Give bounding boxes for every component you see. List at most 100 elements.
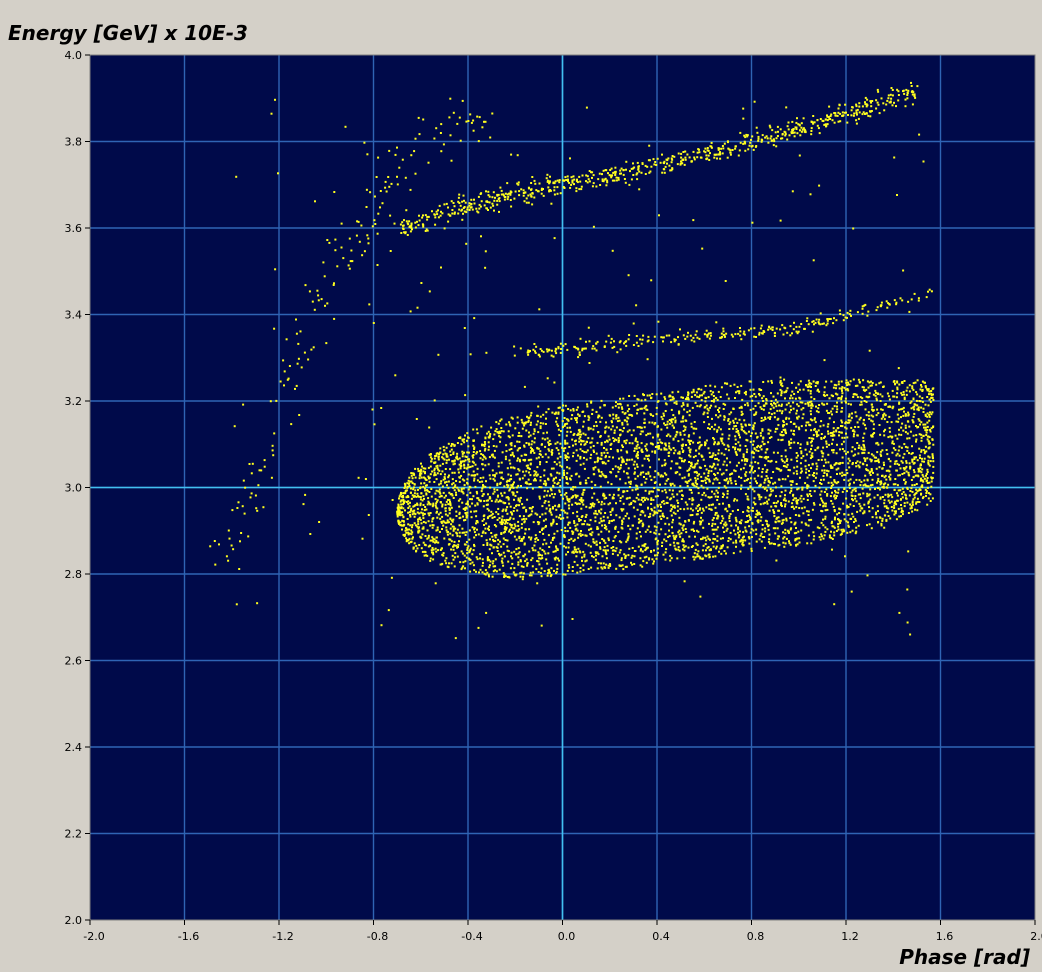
data-point: [654, 470, 657, 473]
data-point: [911, 452, 914, 454]
data-point: [424, 477, 427, 480]
data-point: [612, 497, 615, 500]
data-point: [802, 413, 805, 416]
data-point: [868, 472, 871, 475]
data-point: [520, 571, 523, 574]
data-point: [615, 401, 617, 404]
data-point: [504, 509, 507, 512]
data-point: [900, 498, 902, 501]
data-point: [435, 500, 438, 503]
data-point: [894, 483, 897, 486]
data-point: [680, 457, 683, 460]
data-point: [582, 432, 585, 435]
data-point: [922, 480, 925, 483]
data-point: [659, 441, 662, 444]
data-point: [855, 500, 858, 503]
data-point: [712, 532, 715, 535]
data-point: [440, 547, 443, 550]
data-point: [558, 503, 561, 506]
data-point: [550, 574, 553, 576]
data-point: [691, 466, 694, 469]
data-point: [427, 466, 430, 469]
data-point: [595, 554, 597, 557]
data-point: [713, 473, 716, 475]
data-point: [794, 539, 797, 542]
data-point: [495, 421, 498, 424]
data-point: [830, 481, 833, 484]
data-point: [583, 520, 586, 523]
data-point: [397, 520, 400, 523]
data-point: [782, 419, 785, 422]
data-point: [746, 515, 749, 517]
data-point: [854, 519, 857, 522]
data-point: [561, 476, 564, 479]
data-point: [743, 459, 746, 462]
data-point: [539, 415, 542, 418]
data-point: [760, 419, 763, 422]
data-point: [896, 484, 899, 487]
data-point: [405, 540, 408, 543]
data-point: [896, 388, 899, 391]
data-point: [566, 472, 569, 475]
data-point: [833, 479, 836, 482]
data-point: [794, 538, 797, 541]
data-point: [421, 508, 423, 511]
data-point: [717, 416, 720, 419]
data-point: [720, 473, 723, 476]
data-point: [717, 452, 720, 455]
data-point: [460, 487, 463, 490]
data-point: [634, 467, 636, 470]
data-point: [808, 470, 810, 472]
data-point: [420, 492, 423, 495]
data-point: [760, 444, 763, 447]
data-point: [532, 449, 534, 452]
data-point: [740, 476, 743, 479]
data-point: [706, 487, 709, 490]
data-point: [633, 472, 636, 475]
data-point: [807, 510, 810, 513]
data-point: [828, 412, 831, 414]
data-point: [760, 496, 763, 499]
data-point: [919, 470, 922, 473]
data-point: [656, 433, 659, 436]
data-point: [601, 555, 604, 558]
data-point: [683, 556, 686, 559]
data-point: [586, 441, 588, 443]
data-point: [436, 507, 439, 510]
data-point: [500, 427, 503, 429]
data-point: [505, 423, 508, 426]
data-point: [599, 457, 602, 460]
data-point: [405, 501, 408, 503]
data-point: [572, 408, 575, 410]
data-point: [632, 524, 634, 527]
data-point: [508, 489, 511, 492]
data-point: [426, 489, 429, 492]
data-point: [720, 438, 723, 441]
data-point: [891, 389, 894, 392]
data-point: [780, 412, 783, 415]
data-point: [505, 520, 507, 523]
data-point: [404, 529, 407, 532]
data-point: [870, 459, 873, 462]
data-point: [900, 511, 903, 513]
data-point: [745, 451, 748, 454]
data-point: [777, 417, 780, 420]
data-point: [416, 511, 419, 514]
data-point: [855, 462, 857, 464]
data-point: [635, 403, 638, 406]
data-point: [713, 492, 716, 495]
data-point: [478, 481, 481, 483]
data-point: [658, 445, 661, 447]
data-point: [590, 480, 593, 483]
data-point: [825, 488, 828, 491]
data-point: [891, 451, 894, 454]
data-point: [820, 478, 822, 481]
data-point: [677, 531, 680, 534]
data-point: [435, 502, 438, 505]
data-point: [442, 524, 445, 527]
data-point: [443, 458, 446, 461]
data-point: [802, 455, 805, 458]
data-point: [439, 464, 442, 467]
data-point: [875, 383, 878, 386]
data-point: [441, 505, 444, 508]
